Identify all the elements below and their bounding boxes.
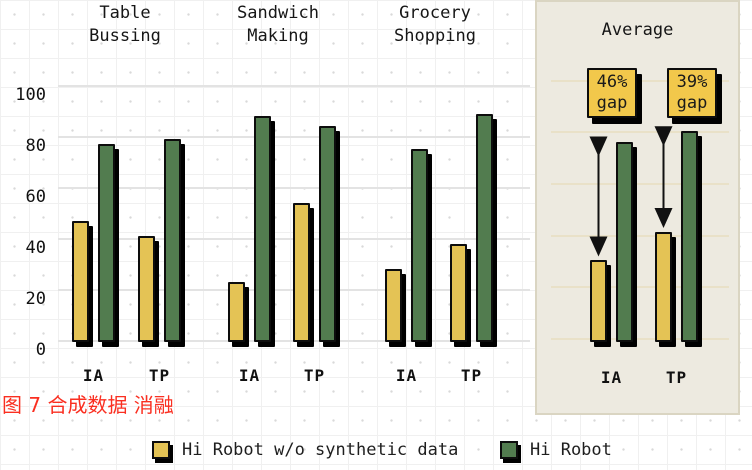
bar-hi-robot-tp — [476, 113, 493, 342]
y-tick-label: 0 — [35, 340, 46, 360]
legend-label: Hi Robot w/o synthetic data — [182, 440, 459, 460]
legend-swatch-icon — [152, 441, 170, 459]
x-label-tp: TP — [460, 366, 483, 385]
y-tick-label: 80 — [25, 136, 46, 156]
legend-item: Hi Robot — [500, 440, 612, 460]
group-title-average: Average — [601, 20, 674, 40]
bar-wo-synthetic-tp — [293, 202, 310, 342]
x-label-ia: IA — [82, 366, 105, 385]
legend-item: Hi Robot w/o synthetic data — [152, 440, 458, 460]
bar-hi-robot-ia — [411, 149, 428, 342]
bar-hi-robot-tp — [319, 126, 336, 342]
figure-caption: 图 7 合成数据 消融 — [2, 393, 174, 417]
bar-wo-synthetic-ia — [228, 281, 245, 342]
x-label-tp: TP — [303, 366, 326, 385]
x-label-tp: TP — [665, 368, 688, 387]
y-tick-label: 40 — [25, 238, 46, 258]
panel-y-gridline — [551, 338, 729, 340]
bar-wo-synthetic-tp — [138, 236, 155, 342]
y-tick-label: 20 — [25, 289, 46, 309]
bar-wo-synthetic-ia — [590, 260, 607, 342]
panel-y-gridline — [551, 286, 729, 289]
x-label-ia: IA — [395, 366, 418, 385]
bar-hi-robot-ia — [98, 144, 115, 342]
panel-y-gridline — [551, 79, 729, 82]
panel-y-gridline — [551, 234, 729, 237]
bar-hi-robot-ia — [254, 116, 271, 342]
group-title: Table Bussing — [89, 3, 161, 46]
group-title: Sandwich Making — [237, 3, 319, 46]
x-label-tp: TP — [148, 366, 171, 385]
legend-swatch-icon — [500, 441, 518, 459]
panel-y-gridline — [551, 131, 729, 134]
panel-y-gridline — [551, 182, 729, 185]
bar-wo-synthetic-tp — [655, 232, 672, 342]
y-gridline — [58, 136, 530, 138]
gap-annotation-tp: 39% gap — [667, 68, 717, 118]
legend-label: Hi Robot — [530, 440, 612, 460]
x-label-ia: IA — [600, 368, 623, 387]
gap-annotation-ia: 46% gap — [587, 68, 637, 118]
bar-wo-synthetic-tp — [450, 243, 467, 342]
bar-hi-robot-tp — [164, 139, 181, 342]
gap-arrows — [589, 126, 673, 257]
y-gridline — [58, 187, 530, 189]
x-label-ia: IA — [238, 366, 261, 385]
bar-wo-synthetic-ia — [72, 220, 89, 342]
y-tick-label: 60 — [25, 187, 46, 207]
group-title: Grocery Shopping — [394, 3, 476, 46]
y-gridline — [58, 85, 530, 87]
y-tick-label: 100 — [15, 85, 46, 105]
average-panel: Average IA 46% gap TP 39% gap — [535, 0, 740, 415]
bar-hi-robot-ia — [616, 141, 633, 342]
bar-wo-synthetic-ia — [385, 269, 402, 342]
bar-hi-robot-tp — [681, 131, 698, 342]
